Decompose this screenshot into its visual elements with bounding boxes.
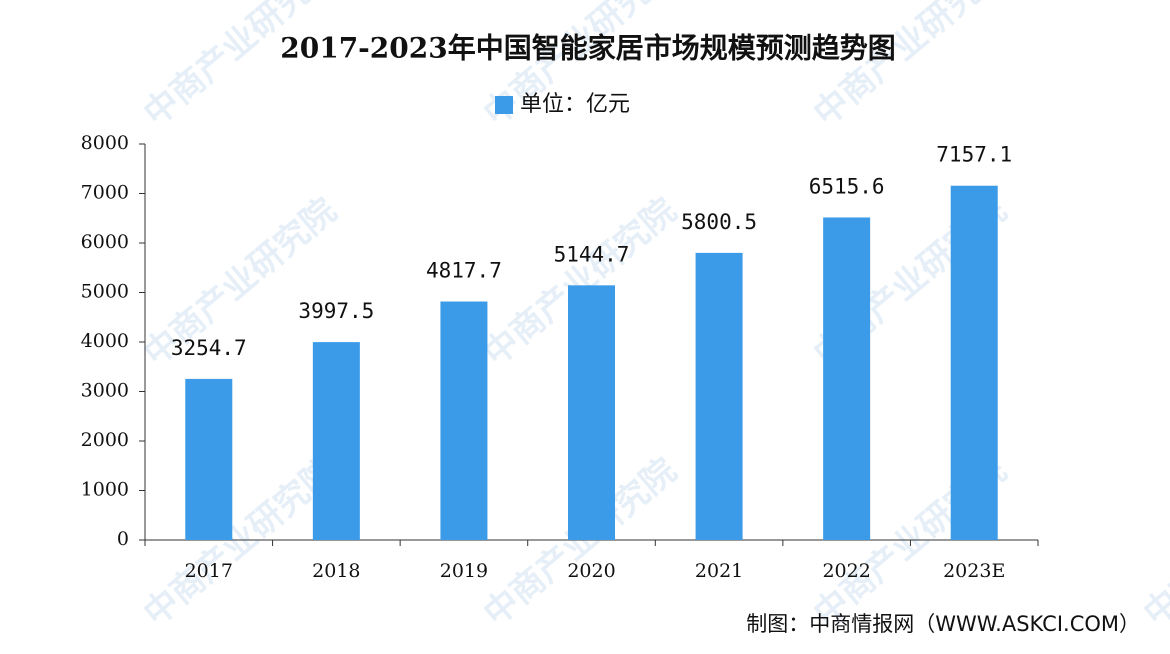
value-label: 6515.6	[809, 174, 885, 198]
value-label: 4817.7	[426, 259, 502, 283]
x-tick-label: 2021	[695, 560, 743, 582]
y-tick-label: 6000	[81, 231, 129, 253]
x-tick-label: 2018	[312, 560, 360, 582]
y-tick-label: 8000	[81, 132, 129, 154]
y-tick-label: 2000	[81, 429, 129, 451]
bar	[950, 185, 998, 540]
y-tick-label: 5000	[81, 281, 129, 303]
value-label: 3997.5	[298, 299, 374, 323]
x-tick-label: 2023E	[943, 560, 1005, 582]
x-tick-label: 2020	[567, 560, 615, 582]
legend-label: 单位：亿元	[520, 92, 630, 117]
bar	[440, 301, 488, 540]
value-label: 5144.7	[554, 242, 630, 266]
bar	[312, 342, 360, 540]
source-note: 制图：中商情报网（WWW.ASKCI.COM）	[746, 612, 1140, 636]
bar	[185, 378, 233, 540]
y-tick-label: 4000	[81, 330, 129, 352]
y-tick-label: 0	[117, 528, 129, 550]
bar	[695, 252, 743, 540]
x-tick-label: 2022	[822, 560, 870, 582]
bar	[568, 285, 615, 540]
y-tick-label: 3000	[81, 380, 129, 402]
y-tick-label: 7000	[81, 182, 129, 204]
bar	[823, 217, 871, 541]
x-tick-label: 2019	[440, 560, 488, 582]
value-label: 5800.5	[681, 210, 757, 234]
value-label: 7157.1	[936, 143, 1012, 167]
value-label: 3254.7	[171, 336, 247, 360]
chart-title: 2017-2023年中国智能家居市场规模预测趋势图	[280, 32, 895, 65]
x-tick-label: 2017	[185, 560, 233, 582]
y-tick-label: 1000	[81, 479, 129, 501]
legend-swatch	[495, 96, 513, 114]
